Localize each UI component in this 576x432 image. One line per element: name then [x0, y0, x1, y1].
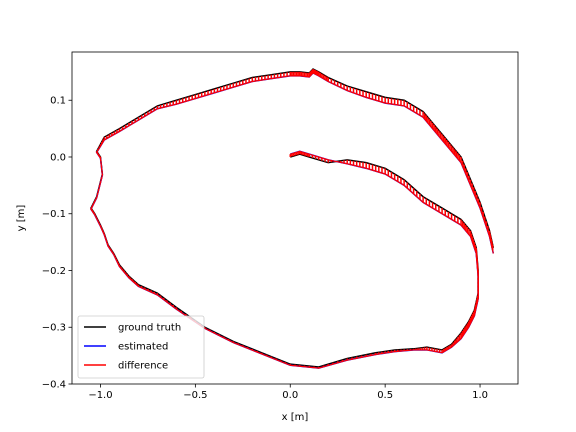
series-difference [90, 69, 494, 369]
y-tick-label: −0.2 [42, 266, 66, 277]
axes-frame [71, 51, 519, 385]
difference-trace [90, 72, 494, 369]
y-axis: −0.4 −0.3 −0.2 −0.1 0.0 0.1 [42, 96, 72, 391]
legend-box [77, 315, 205, 379]
plot-area [90, 68, 495, 369]
legend: ground truth estimated difference [77, 315, 205, 379]
x-axis-label: x [m] [282, 412, 309, 423]
y-tick-label: 0.0 [50, 152, 66, 163]
y-tick-label: −0.1 [42, 209, 66, 220]
x-tick-label: −1.0 [88, 390, 112, 401]
x-tick-label: 1.0 [472, 390, 488, 401]
legend-label: difference [118, 361, 168, 372]
legend-label: estimated [118, 342, 168, 353]
x-axis: −1.0 −0.5 0.0 0.5 1.0 [88, 384, 488, 401]
y-tick-label: −0.3 [42, 323, 66, 334]
legend-label: ground truth [118, 323, 181, 334]
x-tick-label: 0.0 [282, 390, 298, 401]
y-tick-label: −0.4 [42, 380, 66, 391]
y-tick-label: 0.1 [50, 96, 66, 107]
x-tick-label: −0.5 [183, 390, 207, 401]
x-tick-label: 0.5 [377, 390, 393, 401]
y-axis-label: y [m] [16, 205, 27, 232]
